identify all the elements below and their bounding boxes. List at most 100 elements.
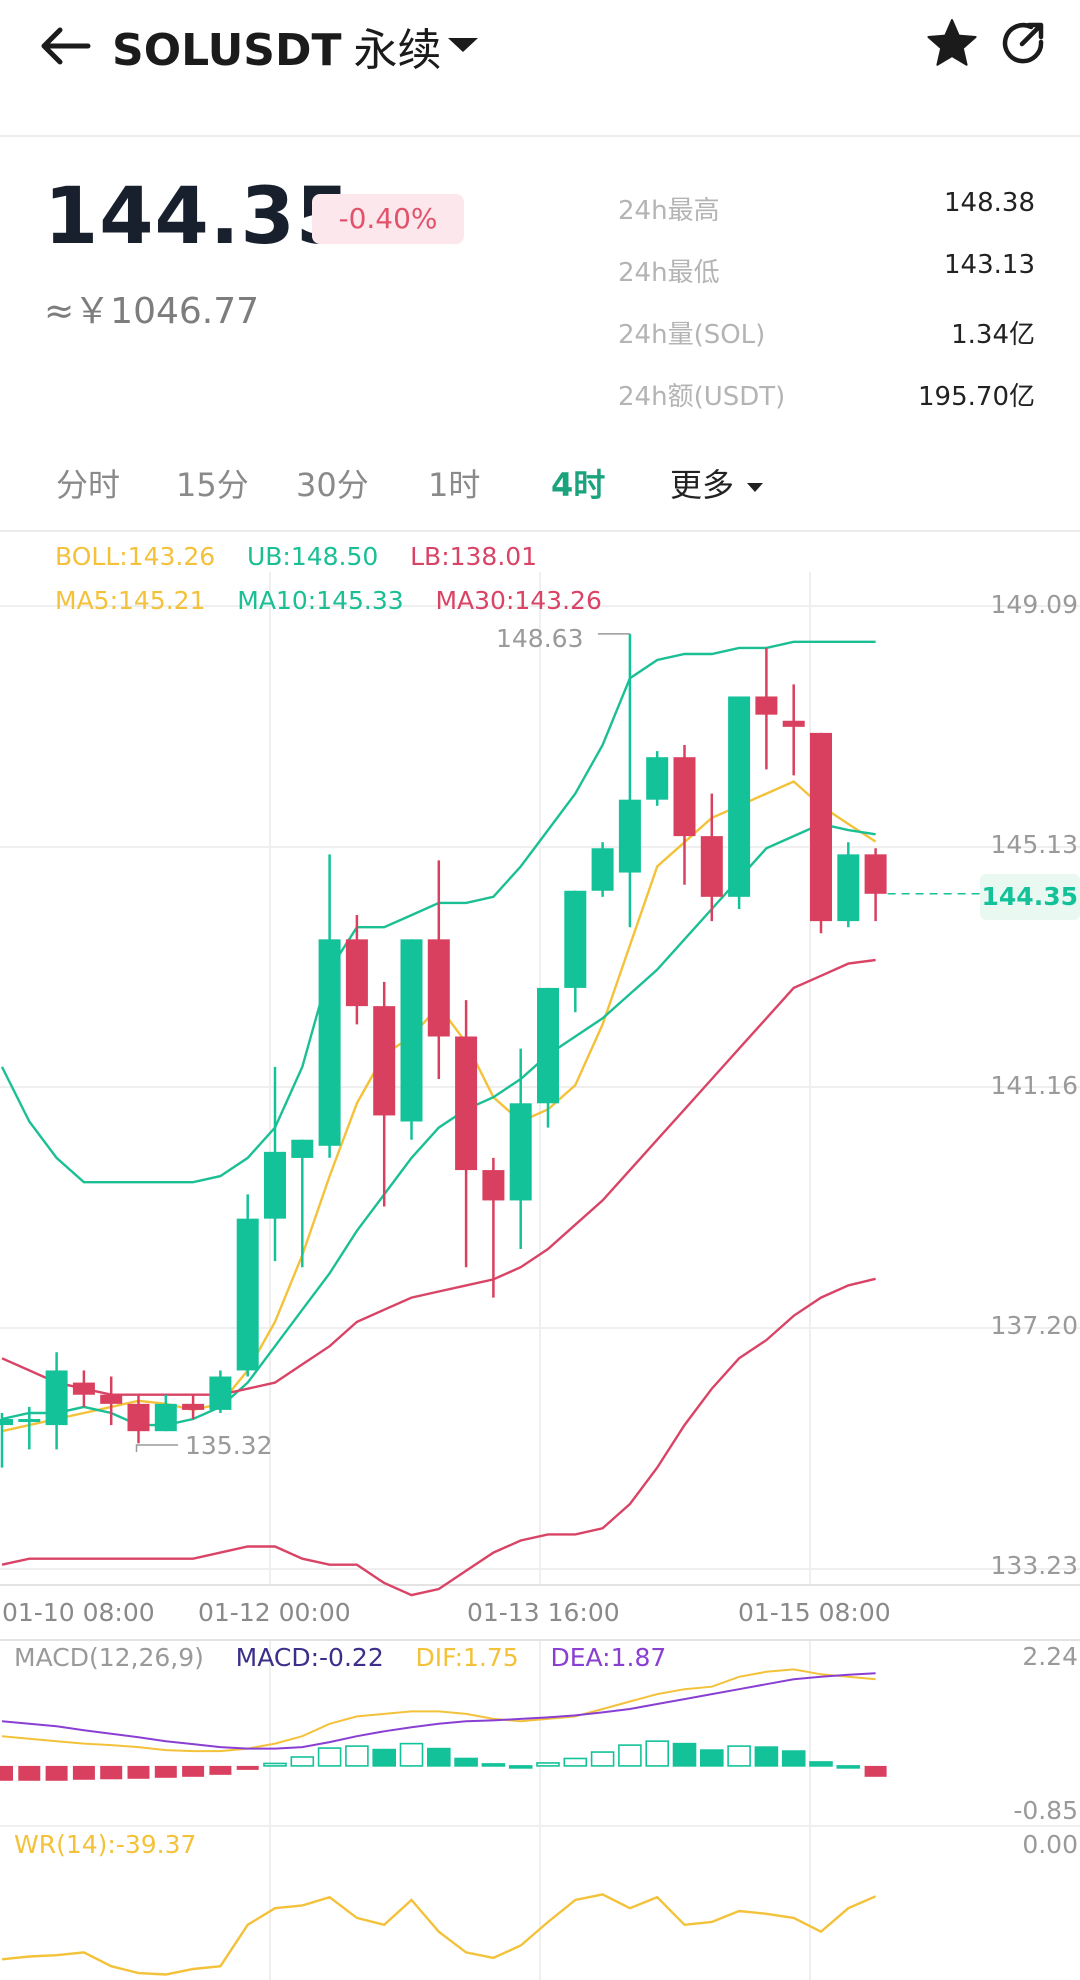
top-bar: SOLUSDT 永续 (0, 0, 1080, 137)
macd-bar (345, 1745, 369, 1767)
candle-body (209, 1376, 232, 1410)
ma5-value: MA5:145.21 (55, 586, 206, 615)
candle-body (182, 1403, 205, 1410)
macd-bar (154, 1765, 177, 1778)
candle-body (728, 696, 751, 897)
candle-body (400, 939, 423, 1122)
macd-legend: MACD(12,26,9) MACD:-0.22 DIF:1.75 DEA:1.… (14, 1643, 666, 1672)
max-price-marker: 148.63 (496, 624, 584, 653)
candle-body (810, 732, 832, 922)
min-marker-line (135, 1444, 178, 1453)
candle-body (864, 854, 887, 894)
candle-body (427, 939, 450, 1037)
macd-bar (672, 1742, 697, 1767)
candle-body (591, 848, 614, 891)
macd-axis-label: -0.85 (1013, 1796, 1078, 1825)
macd-bar (45, 1765, 68, 1781)
stat-high-label: 24h最高 (618, 196, 720, 226)
stat-turnover-value: 195.70亿 (918, 382, 1035, 412)
candle-body (72, 1382, 95, 1395)
macd-bar (18, 1765, 41, 1781)
candle-body (618, 799, 641, 873)
ma30-value: MA30:143.26 (435, 586, 602, 615)
macd-bar (209, 1765, 232, 1775)
macd-bar (236, 1765, 259, 1770)
stat-volume-value: 1.34亿 (951, 320, 1035, 350)
macd-bar (727, 1745, 751, 1767)
candle-body (100, 1394, 123, 1404)
candle-body (127, 1403, 150, 1432)
macd-bar (563, 1757, 588, 1767)
price-axis-label: 145.13 (990, 830, 1078, 859)
macd-bar (100, 1765, 123, 1780)
lb-value: LB:138.01 (410, 542, 538, 571)
ub-value: UB:148.50 (246, 542, 379, 571)
macd-bar (399, 1742, 424, 1767)
macd-axis-label: 2.24 (1022, 1642, 1078, 1671)
price-axis-label: 137.20 (990, 1311, 1078, 1340)
ma-legend: MA5:145.21 MA10:145.33 MA30:143.26 (55, 586, 602, 615)
macd-bar (699, 1749, 724, 1767)
chart-grid (0, 572, 1080, 1980)
symbol-title[interactable]: SOLUSDT 永续 (112, 14, 442, 78)
tab-timeline[interactable]: 分时 (56, 466, 121, 504)
candle-body (537, 987, 559, 1104)
candle-body (782, 720, 805, 727)
candle-body (509, 1103, 532, 1201)
macd-bar (127, 1765, 150, 1779)
star-icon[interactable] (924, 16, 980, 72)
dif-line (1, 1668, 876, 1753)
boll-value: BOLL:143.26 (55, 542, 216, 571)
macd-bar (508, 1765, 533, 1769)
macd-title: MACD(12,26,9) (14, 1643, 204, 1672)
tab-more[interactable]: 更多 (670, 460, 766, 506)
candle-body (700, 836, 723, 897)
dea-line (1, 1672, 876, 1750)
tab-15m[interactable]: 15分 (176, 466, 249, 504)
wr-legend: WR(14):-39.37 (14, 1830, 196, 1859)
dif-value: DIF:1.75 (415, 1643, 519, 1672)
tab-4h[interactable]: 4时 (551, 466, 606, 504)
macd-bar (263, 1762, 287, 1767)
cny-price: ≈￥1046.77 (44, 291, 260, 332)
candle-body (0, 1419, 13, 1426)
contract-type: 永续 (353, 25, 442, 76)
time-axis-label: 01-12 00:00 (198, 1598, 351, 1627)
current-price-tag: 144.35 (980, 874, 1080, 920)
share-icon[interactable] (998, 18, 1048, 68)
stat-turnover-label: 24h额(USDT) (618, 382, 786, 412)
candle-body (154, 1403, 177, 1432)
macd-bar (781, 1750, 806, 1767)
price-markers (135, 633, 980, 1453)
macd-bar (426, 1747, 451, 1767)
macd-bar (590, 1751, 615, 1767)
wr-line (1, 1893, 877, 1976)
macd-bar (481, 1763, 506, 1767)
macd-bar (182, 1765, 205, 1777)
price-axis-label: 149.09 (990, 590, 1078, 619)
macd-bar (454, 1757, 478, 1767)
time-axis-label: 01-15 08:00 (738, 1598, 891, 1627)
tab-1h[interactable]: 1时 (428, 466, 481, 504)
wr-panel (1, 1893, 877, 1976)
stat-volume-label: 24h量(SOL) (618, 320, 766, 350)
macd-bar (72, 1765, 95, 1780)
candle-body (373, 1006, 396, 1116)
current-price-tag-value: 144.35 (981, 882, 1078, 911)
tab-30m[interactable]: 30分 (296, 466, 369, 504)
candle-body (646, 757, 669, 800)
candle-body (455, 1036, 478, 1171)
macd-bar (536, 1762, 560, 1767)
macd-panel (0, 1668, 887, 1781)
symbol-name: SOLUSDT (112, 25, 342, 76)
candle-body (264, 1151, 286, 1219)
caret-down-icon[interactable] (440, 24, 486, 64)
last-price: 144.35 (44, 172, 351, 262)
back-arrow-icon[interactable] (38, 18, 94, 74)
wr-axis-label: 0.00 (1022, 1830, 1078, 1859)
change-percent-badge: -0.40% (312, 194, 464, 244)
time-axis-label: 01-13 16:00 (467, 1598, 620, 1627)
candle-body (291, 1139, 314, 1158)
macd-bar (618, 1744, 642, 1767)
